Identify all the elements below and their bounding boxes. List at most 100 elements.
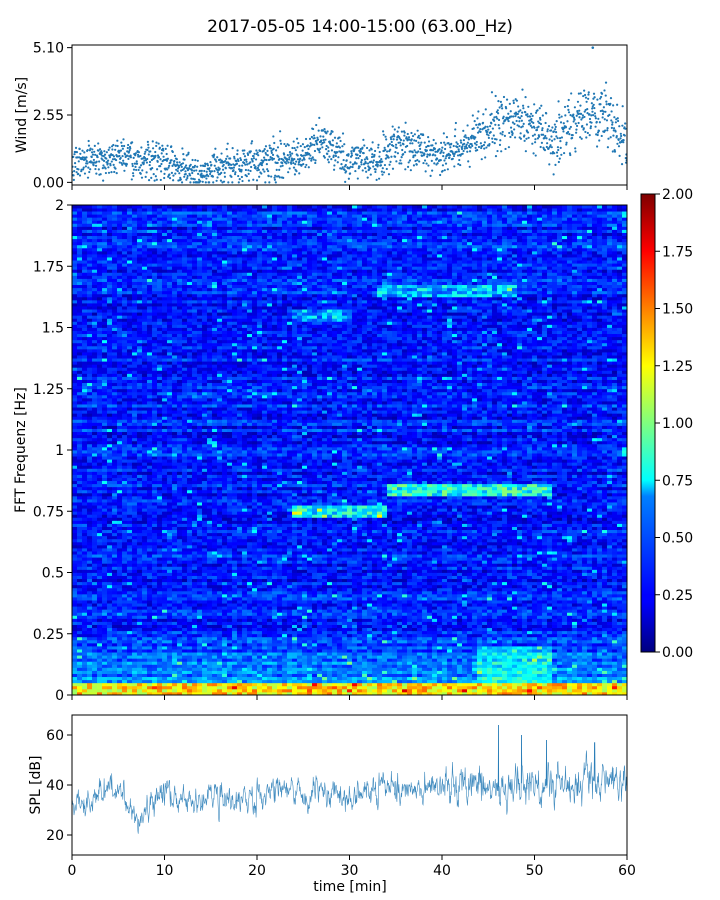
wind-data-point	[148, 160, 152, 164]
wind-data-point	[379, 164, 383, 167]
spectrogram-cell	[547, 639, 553, 644]
spectrogram-cell	[607, 688, 613, 693]
spectrogram-cell	[72, 606, 78, 610]
spectrogram-cell	[477, 621, 483, 625]
wind-data-point	[397, 126, 400, 129]
spectrogram-cell	[352, 636, 358, 641]
spectrogram-cell	[372, 649, 378, 653]
wind-data-point	[480, 145, 484, 148]
spectrogram-cell	[147, 658, 153, 662]
spectrogram-cell	[252, 670, 258, 674]
spectrogram-cell	[472, 609, 478, 613]
wind-data-point	[550, 146, 553, 149]
wind-data-point	[371, 161, 375, 164]
spectrogram-cell	[622, 661, 627, 665]
spectrogram-cell	[137, 673, 143, 678]
spectrogram-cell	[427, 636, 433, 641]
wind-data-point	[245, 175, 248, 178]
spectrogram-cell	[372, 685, 378, 690]
wind-data-point	[393, 128, 396, 131]
spectrogram-cell	[492, 642, 498, 647]
wind-data-point	[268, 181, 271, 184]
wind-data-point	[482, 113, 485, 116]
spectrogram-cell	[497, 688, 503, 693]
spectrogram-cell	[397, 652, 403, 656]
spectrogram-cell	[107, 624, 113, 629]
spectrogram-cell	[577, 621, 583, 625]
spectrogram-cell	[377, 688, 383, 693]
spectrogram-cell	[452, 639, 458, 644]
wind-data-point	[326, 152, 329, 156]
spectrogram-cell	[382, 682, 388, 687]
spectrogram-cell	[322, 627, 328, 632]
spectrogram-cell	[322, 624, 328, 629]
spectrogram-cell	[102, 649, 108, 653]
spectrogram-cell	[562, 649, 568, 653]
spectrogram-cell	[607, 615, 613, 619]
spectrogram-cell	[582, 655, 588, 659]
spectrogram-cell	[577, 630, 583, 635]
spectrogram-cell	[77, 664, 83, 668]
spectrogram-cell	[372, 624, 378, 629]
spectrogram-cell	[397, 649, 403, 653]
spectrogram-cell	[187, 661, 193, 665]
spectrogram-cell	[342, 664, 348, 668]
spectrogram-cell	[242, 642, 248, 647]
wind-data-point	[462, 138, 465, 142]
spectrogram-cell	[272, 655, 278, 659]
spectrogram-cell	[432, 691, 438, 695]
spectrogram-cell	[332, 636, 338, 641]
wind-data-point	[109, 164, 112, 167]
spectrogram-cell	[302, 658, 308, 662]
wind-data-point	[519, 109, 522, 112]
wind-data-point	[579, 136, 582, 139]
wind-data-point	[323, 141, 326, 144]
wind-data-point	[494, 94, 497, 98]
wind-data-point	[515, 119, 518, 123]
wind-data-point	[435, 157, 439, 160]
wind-data-point	[415, 139, 418, 142]
spectrogram-cell	[317, 664, 323, 668]
wind-data-point	[276, 161, 279, 164]
spectrogram-cell	[362, 627, 368, 632]
spectrogram-cell	[532, 633, 538, 638]
spectrogram-cell	[212, 673, 218, 678]
spectrogram-cell	[242, 646, 248, 650]
spectrogram-cell	[127, 639, 133, 644]
spectrogram-cell	[262, 685, 268, 690]
wind-data-point	[165, 152, 168, 156]
spectrogram-cell	[137, 649, 143, 653]
spectrogram-cell	[467, 649, 473, 653]
wind-data-point	[494, 123, 497, 126]
spectrogram-cell	[357, 636, 363, 641]
spectrogram-cell	[592, 679, 598, 684]
spectrogram-cell	[72, 661, 78, 665]
spectrogram-cell	[322, 615, 328, 619]
spectrogram-cell	[427, 679, 433, 684]
spectrogram-cell	[477, 633, 483, 638]
spectrogram-cell	[267, 685, 273, 690]
spectrogram-cell	[92, 646, 98, 650]
spectrogram-cell	[257, 627, 263, 632]
wind-data-point	[73, 170, 76, 173]
spectrogram-cell	[252, 606, 258, 610]
spectrogram-cell	[227, 606, 233, 610]
spectrogram-cell	[437, 658, 443, 662]
spectrogram-cell	[487, 691, 493, 695]
spectrogram-cell	[602, 612, 608, 616]
spectrogram-cell	[137, 621, 143, 625]
wind-data-point	[475, 140, 478, 144]
spectrogram-cell	[272, 618, 278, 622]
spectrogram-cell	[277, 655, 283, 659]
wind-data-point	[560, 115, 563, 118]
wind-data-point	[450, 142, 453, 145]
spectrogram-cell	[272, 664, 278, 668]
wind-data-point	[81, 157, 84, 161]
spectrogram-cell	[332, 676, 338, 681]
spectrogram-cell	[567, 670, 573, 674]
spectrogram-cell	[372, 618, 378, 622]
wind-data-point	[312, 134, 316, 137]
spectrogram-cell	[132, 652, 138, 656]
spectrogram-cell	[92, 621, 98, 625]
spectrogram-cell	[137, 639, 143, 644]
